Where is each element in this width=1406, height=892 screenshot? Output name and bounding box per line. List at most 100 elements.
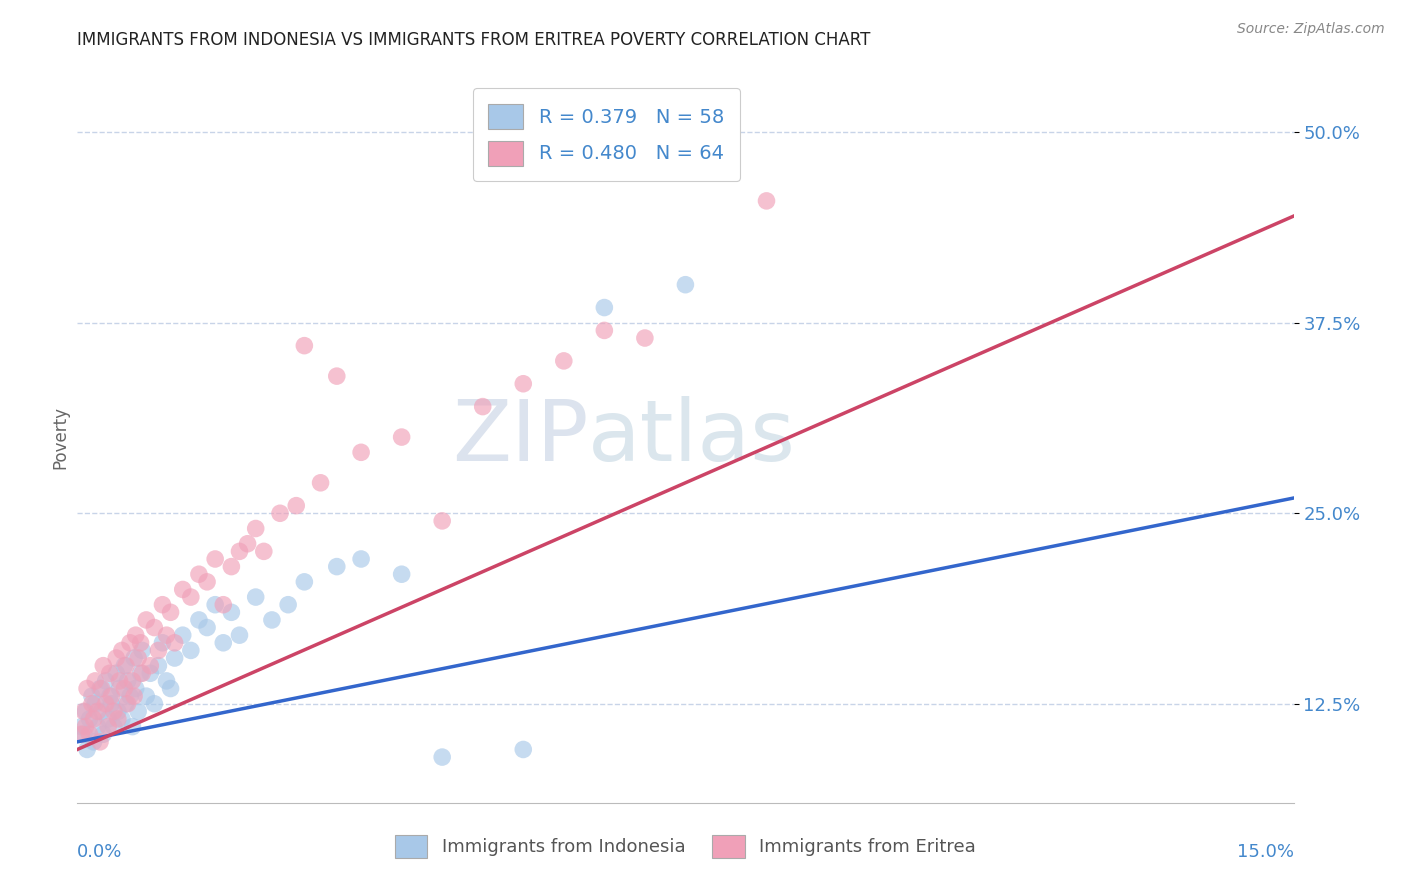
Point xyxy=(152,636,174,650)
Point xyxy=(148,658,170,673)
Point xyxy=(107,705,129,719)
Point xyxy=(135,689,157,703)
Point xyxy=(107,712,129,726)
Legend: Immigrants from Indonesia, Immigrants from Eritrea: Immigrants from Indonesia, Immigrants fr… xyxy=(385,826,986,867)
Point xyxy=(117,673,139,688)
Point xyxy=(97,712,120,726)
Point xyxy=(91,658,114,673)
Point xyxy=(159,681,181,696)
Point xyxy=(391,567,413,582)
Point xyxy=(127,651,149,665)
Point xyxy=(143,621,166,635)
Point xyxy=(245,590,267,604)
Point xyxy=(121,720,143,734)
Text: ZIP: ZIP xyxy=(451,395,588,479)
Point xyxy=(228,628,250,642)
Point xyxy=(75,705,97,719)
Text: 15.0%: 15.0% xyxy=(1236,843,1294,861)
Point xyxy=(127,705,149,719)
Point xyxy=(121,673,143,688)
Point xyxy=(245,521,267,535)
Point xyxy=(84,697,107,711)
Point xyxy=(70,727,93,741)
Point xyxy=(221,559,243,574)
Point xyxy=(277,598,299,612)
Point xyxy=(195,574,218,589)
Point xyxy=(129,666,152,681)
Text: 0.0%: 0.0% xyxy=(77,843,122,861)
Point xyxy=(125,628,148,642)
Point xyxy=(188,613,211,627)
Point xyxy=(91,727,114,741)
Point xyxy=(180,590,202,604)
Point xyxy=(112,658,135,673)
Point xyxy=(285,499,308,513)
Point xyxy=(76,681,98,696)
Point xyxy=(105,651,128,665)
Point xyxy=(118,689,141,703)
Point xyxy=(125,681,148,696)
Point xyxy=(430,750,453,764)
Point xyxy=(98,689,121,703)
Point xyxy=(260,613,283,627)
Point xyxy=(111,712,134,726)
Point xyxy=(236,537,259,551)
Point xyxy=(512,742,534,756)
Point xyxy=(163,651,186,665)
Point xyxy=(309,475,332,490)
Point xyxy=(79,712,101,726)
Point xyxy=(350,552,373,566)
Point xyxy=(98,666,121,681)
Point xyxy=(79,727,101,741)
Point xyxy=(143,697,166,711)
Point xyxy=(108,681,131,696)
Point xyxy=(122,689,145,703)
Point xyxy=(100,697,122,711)
Point xyxy=(292,338,315,352)
Point xyxy=(204,598,226,612)
Point xyxy=(195,621,218,635)
Text: Source: ZipAtlas.com: Source: ZipAtlas.com xyxy=(1237,22,1385,37)
Point xyxy=(112,681,135,696)
Point xyxy=(73,705,96,719)
Point xyxy=(117,697,139,711)
Point xyxy=(90,681,112,696)
Point xyxy=(89,681,111,696)
Point xyxy=(70,720,93,734)
Point xyxy=(108,673,131,688)
Point xyxy=(100,689,122,703)
Point xyxy=(139,666,162,681)
Point xyxy=(155,673,177,688)
Point xyxy=(755,194,778,208)
Point xyxy=(84,673,107,688)
Point xyxy=(90,705,112,719)
Point xyxy=(152,598,174,612)
Point xyxy=(326,559,349,574)
Point xyxy=(675,277,697,292)
Point xyxy=(129,636,152,650)
Point xyxy=(115,697,138,711)
Point xyxy=(89,735,111,749)
Point xyxy=(103,705,125,719)
Point xyxy=(430,514,453,528)
Point xyxy=(228,544,250,558)
Point xyxy=(105,666,128,681)
Point xyxy=(94,673,117,688)
Point xyxy=(103,720,125,734)
Point xyxy=(86,720,108,734)
Point xyxy=(131,643,153,657)
Point xyxy=(471,400,494,414)
Point xyxy=(80,697,103,711)
Point xyxy=(253,544,276,558)
Point xyxy=(326,369,349,384)
Point xyxy=(593,323,616,337)
Point xyxy=(86,705,108,719)
Point xyxy=(76,742,98,756)
Point xyxy=(188,567,211,582)
Point xyxy=(131,666,153,681)
Point xyxy=(221,605,243,619)
Point xyxy=(634,331,657,345)
Point xyxy=(172,582,194,597)
Point xyxy=(135,613,157,627)
Point xyxy=(83,712,105,726)
